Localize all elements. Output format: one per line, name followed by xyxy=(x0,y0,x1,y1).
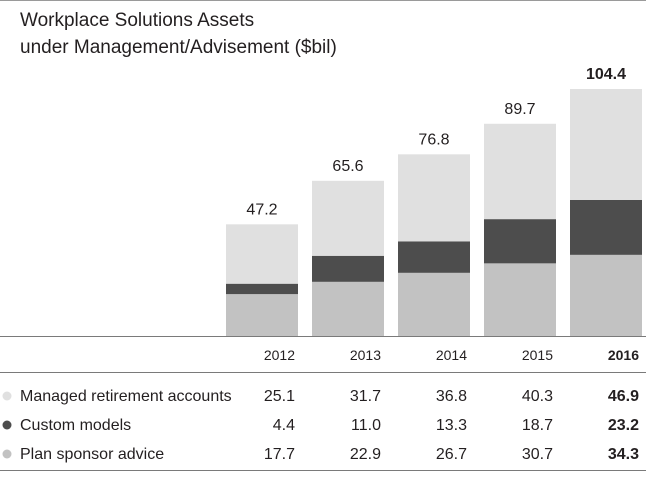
bar-custom-models-2013 xyxy=(312,255,384,282)
total-labels-group: 47.2 65.6 76.8 89.7 104.4 xyxy=(246,66,626,218)
total-label-2016: 104.4 xyxy=(586,66,626,83)
year-label-2014: 2014 xyxy=(436,347,467,363)
total-label-2013: 65.6 xyxy=(332,158,363,175)
bar-plan-sponsor-advice-2016 xyxy=(570,254,642,336)
table-value-plan-sponsor-advice-2013: 22.9 xyxy=(350,446,381,463)
bar-managed-retirement-accounts-2014 xyxy=(398,154,470,242)
table-value-plan-sponsor-advice-2014: 26.7 xyxy=(436,446,467,463)
chart-title-line-2: under Management/Advisement ($bil) xyxy=(20,37,337,58)
bar-custom-models-2015 xyxy=(484,219,556,264)
legend-label-plan-sponsor-advice: Plan sponsor advice xyxy=(20,446,164,463)
bar-custom-models-2012 xyxy=(226,283,298,295)
table-value-managed-retirement-accounts-2013: 31.7 xyxy=(350,388,381,405)
table-value-managed-retirement-accounts-2016: 46.9 xyxy=(608,388,639,405)
chart-title-line-1: Workplace Solutions Assets xyxy=(20,10,254,31)
bar-managed-retirement-accounts-2012 xyxy=(226,224,298,284)
legend-swatch-plan-sponsor-advice xyxy=(2,449,12,459)
bar-plan-sponsor-advice-2013 xyxy=(312,281,384,336)
year-label-2012: 2012 xyxy=(264,347,295,363)
data-table: Managed retirement accounts 25.1 31.7 36.8 4… xyxy=(2,388,639,463)
table-value-plan-sponsor-advice-2012: 17.7 xyxy=(264,446,295,463)
table-value-custom-models-2016: 23.2 xyxy=(608,417,639,434)
table-value-plan-sponsor-advice-2015: 30.7 xyxy=(522,446,553,463)
table-value-custom-models-2013: 11.0 xyxy=(351,417,381,434)
table-value-custom-models-2015: 18.7 xyxy=(522,417,553,434)
table-value-managed-retirement-accounts-2012: 25.1 xyxy=(264,388,295,405)
bar-custom-models-2014 xyxy=(398,241,470,273)
table-value-managed-retirement-accounts-2014: 36.8 xyxy=(436,388,467,405)
legend-swatch-custom-models xyxy=(2,420,12,430)
bar-managed-retirement-accounts-2015 xyxy=(484,123,556,220)
bar-plan-sponsor-advice-2012 xyxy=(226,294,298,336)
total-label-2012: 47.2 xyxy=(246,201,277,218)
year-label-2013: 2013 xyxy=(350,347,381,363)
total-label-2015: 89.7 xyxy=(504,101,535,118)
legend-label-managed-retirement-accounts: Managed retirement accounts xyxy=(20,388,232,405)
bar-custom-models-2016 xyxy=(570,199,642,255)
table-value-custom-models-2014: 13.3 xyxy=(436,417,467,434)
bar-managed-retirement-accounts-2013 xyxy=(312,180,384,256)
bar-managed-retirement-accounts-2016 xyxy=(570,89,642,200)
legend-label-custom-models: Custom models xyxy=(20,417,131,434)
total-label-2014: 76.8 xyxy=(418,131,449,148)
table-value-plan-sponsor-advice-2016: 34.3 xyxy=(608,446,639,463)
legend-swatch-managed-retirement-accounts xyxy=(2,391,12,401)
table-value-managed-retirement-accounts-2015: 40.3 xyxy=(522,388,553,405)
table-value-custom-models-2012: 4.4 xyxy=(273,417,295,434)
bar-plan-sponsor-advice-2014 xyxy=(398,272,470,336)
bar-plan-sponsor-advice-2015 xyxy=(484,263,556,336)
year-labels-group: 2012 2013 2014 2015 2016 xyxy=(264,347,639,363)
year-label-2016: 2016 xyxy=(608,347,639,363)
bars-group xyxy=(226,89,642,336)
year-label-2015: 2015 xyxy=(522,347,553,363)
